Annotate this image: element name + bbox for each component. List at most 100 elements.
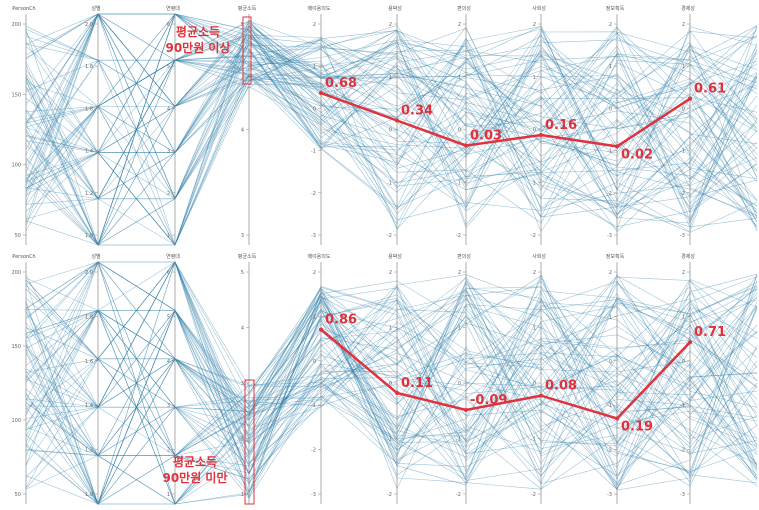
tick-label: -2 [680,191,685,197]
tick-label: 2 [313,270,316,276]
axis-label: 성별 [91,5,101,12]
tick-label: 50 [15,492,21,498]
mean-point [464,407,468,412]
mean-point [464,143,468,148]
tick-label: 150 [11,344,21,350]
tick-label: 1 [533,326,536,332]
tick-label: 5 [167,314,170,320]
tick-label: -1 [531,437,536,443]
tick-label: -3 [607,233,612,239]
mean-label: 0.34 [401,103,433,118]
data-line [25,21,758,196]
tick-label: 0 [458,381,461,387]
tick-label: -2 [311,448,316,454]
data-line [25,273,758,475]
axis-label: 사회성 [532,253,546,260]
tick-label: 3 [241,381,244,387]
axis-label: PersonCh [12,254,35,260]
axis-label: 용박성 [388,5,402,12]
axis-label: 사회성 [532,5,546,12]
tick-label: 1.4 [85,149,93,155]
panel-top: PersonCh20015010050성별2.01.81.61.41.21.0연… [11,5,758,246]
axis-label: 정보획득 [606,253,625,260]
tick-label: 1 [389,75,392,81]
mean-point [395,391,399,396]
axis-label: 매이용의도 [307,5,330,12]
axis-label: 평균소득 [238,253,257,260]
tick-label: 6 [167,22,170,28]
tick-label: 1.8 [85,64,93,70]
axis-label: 연령대 [166,5,180,12]
tick-label: -1 [607,403,612,409]
tick-label: 1.2 [85,448,93,454]
income-highlight-box-top [242,16,252,85]
tick-label: 0 [609,106,612,112]
tick-label: 0 [682,359,685,365]
tick-label: 1 [458,75,461,81]
tick-label: -1 [680,149,685,155]
tick-label: 0 [313,106,316,112]
tick-label: -2 [607,191,612,197]
tick-label: 1 [389,326,392,332]
tick-label: 200 [11,270,21,276]
mean-label: 0.71 [694,325,726,340]
axis-label: PersonCh [12,6,35,12]
tick-label: 4 [167,106,170,112]
mean-profile-bottom: 0.86 0.11 -0.09 0.08 0.19 0.71 [319,313,726,434]
tick-label: 1 [458,326,461,332]
tick-label: -1 [311,149,316,155]
tick-label: 3 [167,403,170,409]
annotation-bottom-line2: 90만원 미만 [162,470,227,485]
tick-label: -3 [311,233,316,239]
tick-label: 1.2 [85,191,93,197]
mean-point [539,393,543,398]
tick-label: -1 [531,180,536,186]
tick-label: 1 [609,314,612,320]
tick-label: 4 [167,359,170,365]
mean-point [615,144,619,149]
tick-label: -2 [387,492,392,498]
tick-label: 200 [11,22,21,28]
mean-label: 0.03 [470,129,502,144]
tick-label: 100 [11,163,21,169]
tick-label: -1 [387,180,392,186]
tick-label: -2 [607,448,612,454]
mean-label: 0.86 [325,313,357,328]
tick-label: 0 [533,128,536,134]
tick-label: 150 [11,92,21,98]
tick-label: -1 [456,437,461,443]
axis-label: 매이용의도 [307,253,330,260]
tick-label: 4 [241,128,244,134]
tick-label: 2 [389,22,392,28]
mean-point [395,118,399,123]
axis-label: 연령대 [166,253,180,260]
mean-point [688,96,692,101]
tick-label: 1 [167,233,170,239]
tick-label: 1.4 [85,403,93,409]
annotation-top-line2: 90만원 이상 [165,40,230,55]
tick-label: -3 [680,233,685,239]
tick-label: 50 [15,233,21,239]
tick-label: 1.6 [85,359,93,365]
tick-label: -1 [680,403,685,409]
tick-label: 0 [313,359,316,365]
axis-label: 평균소득 [238,5,257,12]
mean-point [688,340,692,345]
tick-label: 6 [167,270,170,276]
mean-point [319,327,323,332]
mean-point [539,133,543,138]
income-highlight-box-bottom [244,379,255,505]
tick-label: 2 [609,22,612,28]
tick-label: 0 [533,381,536,387]
mean-line [320,328,691,420]
tick-label: -1 [607,149,612,155]
tick-label: 0 [682,106,685,112]
data-line [25,13,758,193]
tick-label: -2 [531,233,536,239]
mean-label: 0.19 [621,419,653,434]
data-line [25,42,758,200]
tick-label: 0 [389,381,392,387]
axis-label: 성별 [91,253,101,260]
